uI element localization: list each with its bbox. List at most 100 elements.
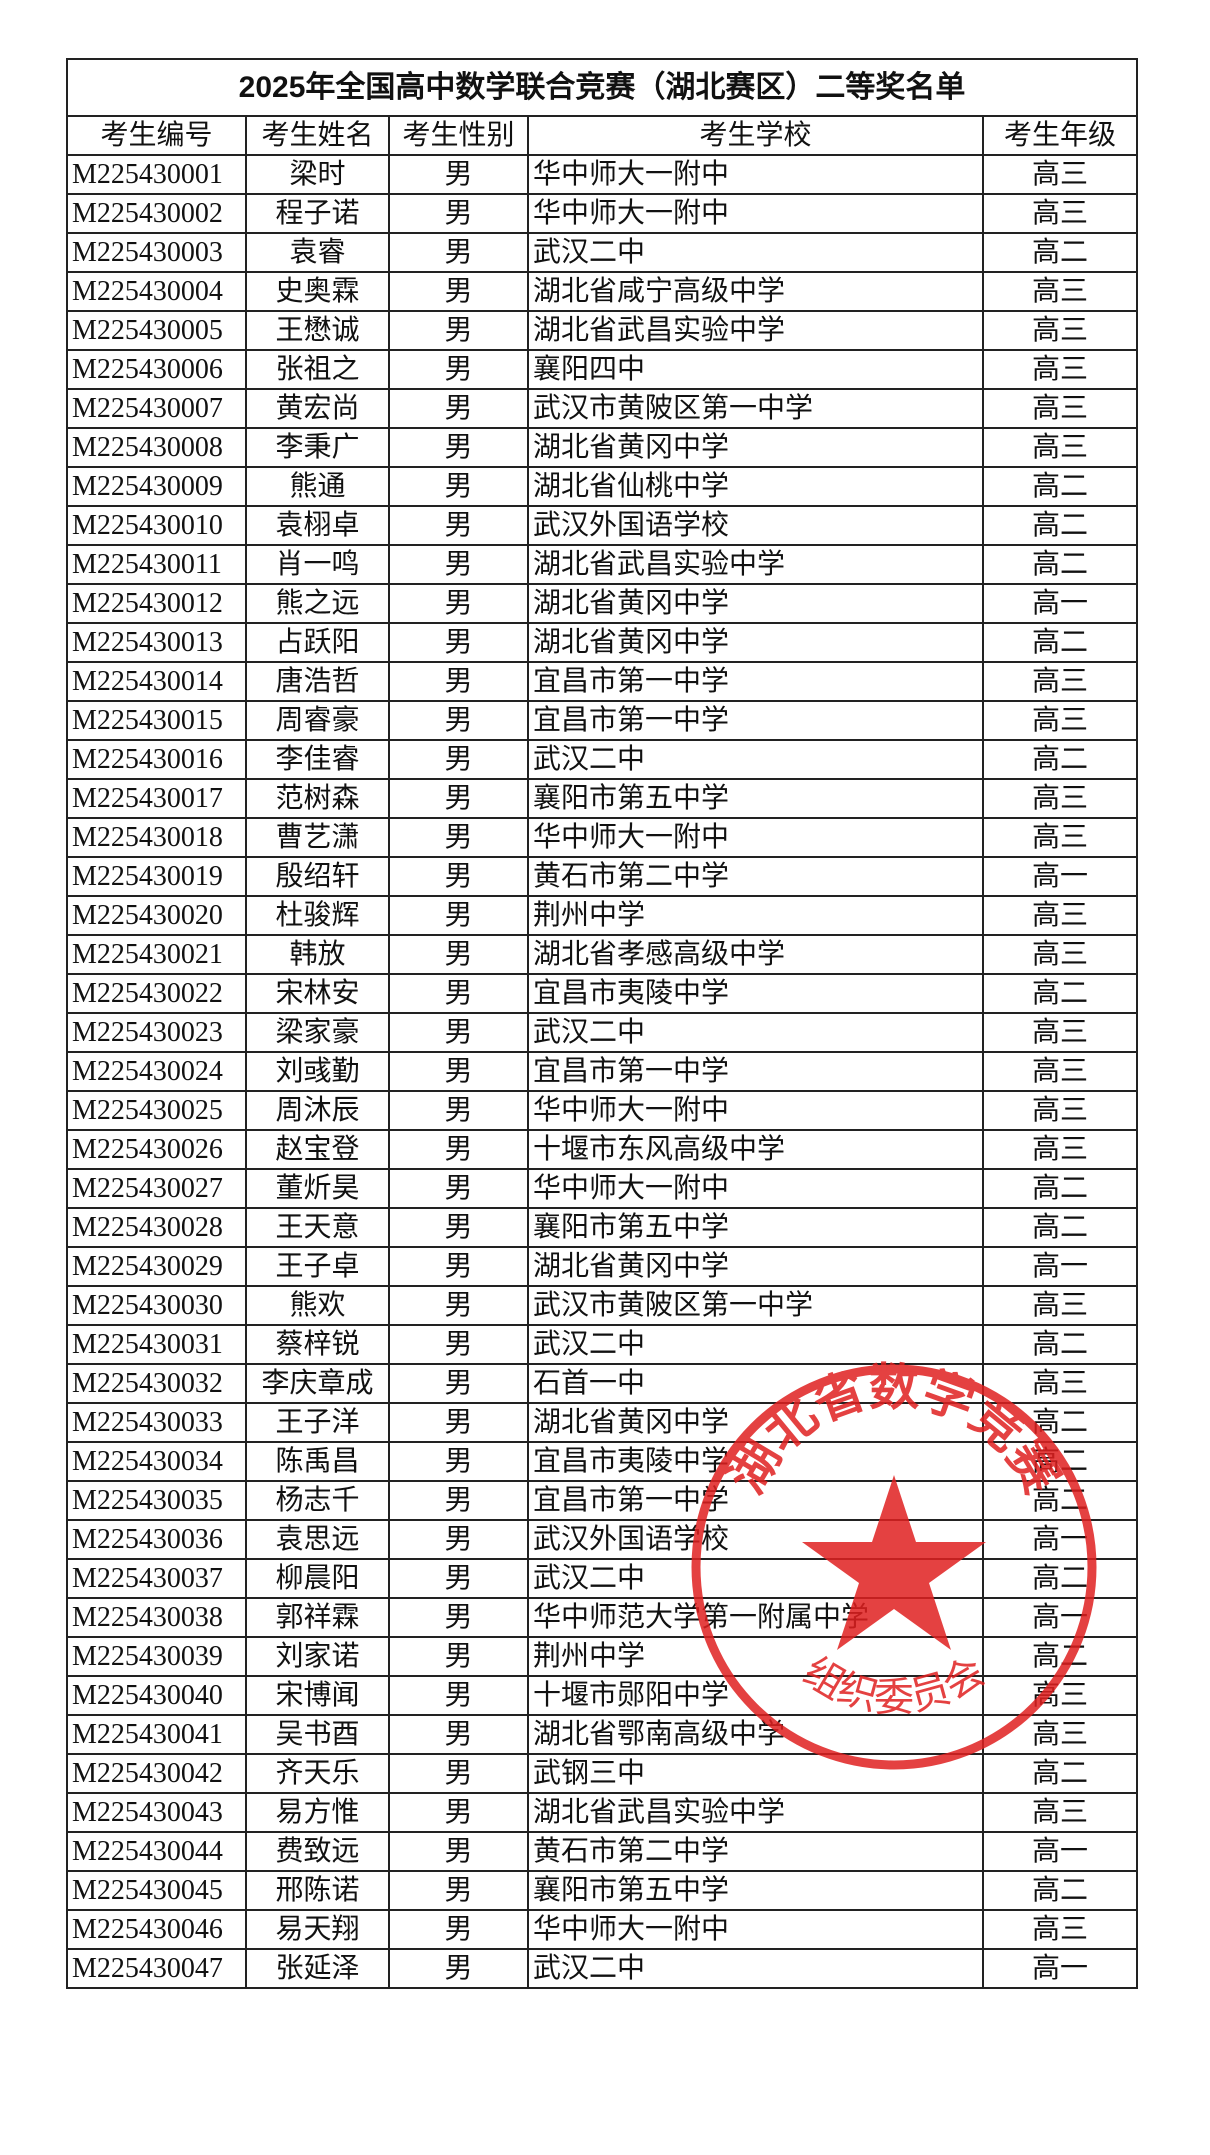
table-row: M225430014 唐浩哲男宜昌市第一中学 高三	[66, 661, 1139, 702]
table-row: M225430005 王懋诚男湖北省武昌实验中学 高三	[66, 310, 1139, 351]
column-header: 考生年级	[981, 115, 1139, 156]
student-gender: 男	[388, 1324, 529, 1365]
student-id: M225430007	[66, 388, 247, 429]
student-gender: 男	[388, 1012, 529, 1053]
student-name: 周睿豪	[245, 700, 390, 741]
student-gender: 男	[388, 973, 529, 1014]
table-row: M225430008 李秉广男湖北省黄冈中学 高三	[66, 427, 1139, 468]
table-row: M225430042 齐天乐男武钢三中 高二	[66, 1753, 1139, 1794]
student-gender: 男	[388, 154, 529, 195]
student-id: M225430025	[66, 1090, 247, 1131]
table-row: M225430026 赵宝登男十堰市东风高级中学 高三	[66, 1129, 1139, 1170]
student-gender: 男	[388, 1207, 529, 1248]
student-school: 黄石市第二中学	[527, 856, 984, 897]
student-school: 武汉二中	[527, 1558, 984, 1599]
student-school: 武钢三中	[527, 1753, 984, 1794]
student-grade: 高二	[981, 505, 1139, 546]
table-row: M225430038 郭祥霖男华中师范大学第一附属中学 高一	[66, 1597, 1139, 1638]
table-row: M225430030 熊欢男武汉市黄陂区第一中学 高三	[66, 1285, 1139, 1326]
table-row: M225430011 肖一鸣男湖北省武昌实验中学 高二	[66, 544, 1139, 585]
student-grade: 高三	[981, 895, 1139, 936]
student-id: M225430019	[66, 856, 247, 897]
student-grade: 高二	[981, 544, 1139, 585]
student-name: 杨志千	[245, 1480, 390, 1521]
student-gender: 男	[388, 700, 529, 741]
student-name: 梁家豪	[245, 1012, 390, 1053]
table-row: M225430019 殷绍轩男黄石市第二中学 高一	[66, 856, 1139, 897]
student-grade: 高二	[981, 622, 1139, 663]
student-id: M225430033	[66, 1402, 247, 1443]
student-school: 十堰市东风高级中学	[527, 1129, 984, 1170]
student-gender: 男	[388, 310, 529, 351]
table-row: M225430029 王子卓男湖北省黄冈中学 高一	[66, 1246, 1139, 1287]
student-gender: 男	[388, 1480, 529, 1521]
table-title: 2025年全国高中数学联合竞赛（湖北赛区）二等奖名单	[65, 58, 1139, 117]
student-name: 宋林安	[245, 973, 390, 1014]
student-gender: 男	[388, 1792, 529, 1833]
student-grade: 高二	[981, 1441, 1139, 1482]
student-grade: 高三	[981, 1363, 1139, 1404]
student-school: 武汉二中	[527, 1948, 984, 1989]
student-school: 武汉市黄陂区第一中学	[527, 1285, 984, 1326]
student-gender: 男	[388, 1051, 529, 1092]
table-row: M225430043 易方惟男湖北省武昌实验中学 高三	[66, 1792, 1139, 1833]
student-id: M225430030	[66, 1285, 247, 1326]
table-row: M225430031 蔡梓锐男武汉二中 高二	[66, 1324, 1139, 1365]
student-school: 华中师大一附中	[527, 1168, 984, 1209]
student-id: M225430029	[66, 1246, 247, 1287]
table-row: M225430032 李庆章成男石首一中 高三	[66, 1363, 1139, 1404]
table-row: M225430027 董炘昊男华中师大一附中 高二	[66, 1168, 1139, 1209]
student-gender: 男	[388, 427, 529, 468]
student-school: 武汉外国语学校	[527, 505, 984, 546]
student-name: 曹艺潇	[245, 817, 390, 858]
student-name: 袁栩卓	[245, 505, 390, 546]
student-school: 湖北省黄冈中学	[527, 583, 984, 624]
table-row: M225430035 杨志千男宜昌市第一中学 高二	[66, 1480, 1139, 1521]
student-school: 十堰市郧阳中学	[527, 1675, 984, 1716]
student-name: 齐天乐	[245, 1753, 390, 1794]
column-header: 考生姓名	[245, 115, 390, 156]
student-gender: 男	[388, 193, 529, 234]
student-name: 熊通	[245, 466, 390, 507]
student-gender: 男	[388, 1246, 529, 1287]
student-id: M225430006	[66, 349, 247, 390]
student-id: M225430017	[66, 778, 247, 819]
table-row: M225430022 宋林安男宜昌市夷陵中学 高二	[66, 973, 1139, 1014]
table-row: M225430028 王天意男襄阳市第五中学 高二	[66, 1207, 1139, 1248]
student-grade: 高三	[981, 388, 1139, 429]
student-id: M225430034	[66, 1441, 247, 1482]
student-name: 熊欢	[245, 1285, 390, 1326]
student-id: M225430023	[66, 1012, 247, 1053]
student-grade: 高一	[981, 1948, 1139, 1989]
student-id: M225430036	[66, 1519, 247, 1560]
table-body: M225430001 梁时男华中师大一附中 高三 M225430002 程子诺男华中师大…	[66, 154, 1139, 1989]
student-name: 李秉广	[245, 427, 390, 468]
student-gender: 男	[388, 1753, 529, 1794]
student-grade: 高三	[981, 817, 1139, 858]
student-grade: 高三	[981, 1090, 1139, 1131]
student-name: 范树森	[245, 778, 390, 819]
student-grade: 高二	[981, 466, 1139, 507]
student-name: 王天意	[245, 1207, 390, 1248]
student-grade: 高三	[981, 661, 1139, 702]
student-id: M225430043	[66, 1792, 247, 1833]
student-school: 湖北省武昌实验中学	[527, 1792, 984, 1833]
table-row: M225430012 熊之远男湖北省黄冈中学 高一	[66, 583, 1139, 624]
student-name: 袁睿	[245, 232, 390, 273]
student-id: M225430012	[66, 583, 247, 624]
student-grade: 高三	[981, 427, 1139, 468]
student-id: M225430021	[66, 934, 247, 975]
table-row: M225430013 占跃阳男湖北省黄冈中学 高二	[66, 622, 1139, 663]
student-gender: 男	[388, 544, 529, 585]
student-id: M225430037	[66, 1558, 247, 1599]
student-id: M225430005	[66, 310, 247, 351]
table-row: M225430045 邢陈诺男襄阳市第五中学 高二	[66, 1870, 1139, 1911]
student-school: 宜昌市夷陵中学	[527, 1441, 984, 1482]
student-school: 武汉外国语学校	[527, 1519, 984, 1560]
column-header: 考生编号	[66, 115, 247, 156]
student-gender: 男	[388, 466, 529, 507]
student-grade: 高一	[981, 1246, 1139, 1287]
table-row: M225430016 李佳睿男武汉二中 高二	[66, 739, 1139, 780]
student-gender: 男	[388, 583, 529, 624]
